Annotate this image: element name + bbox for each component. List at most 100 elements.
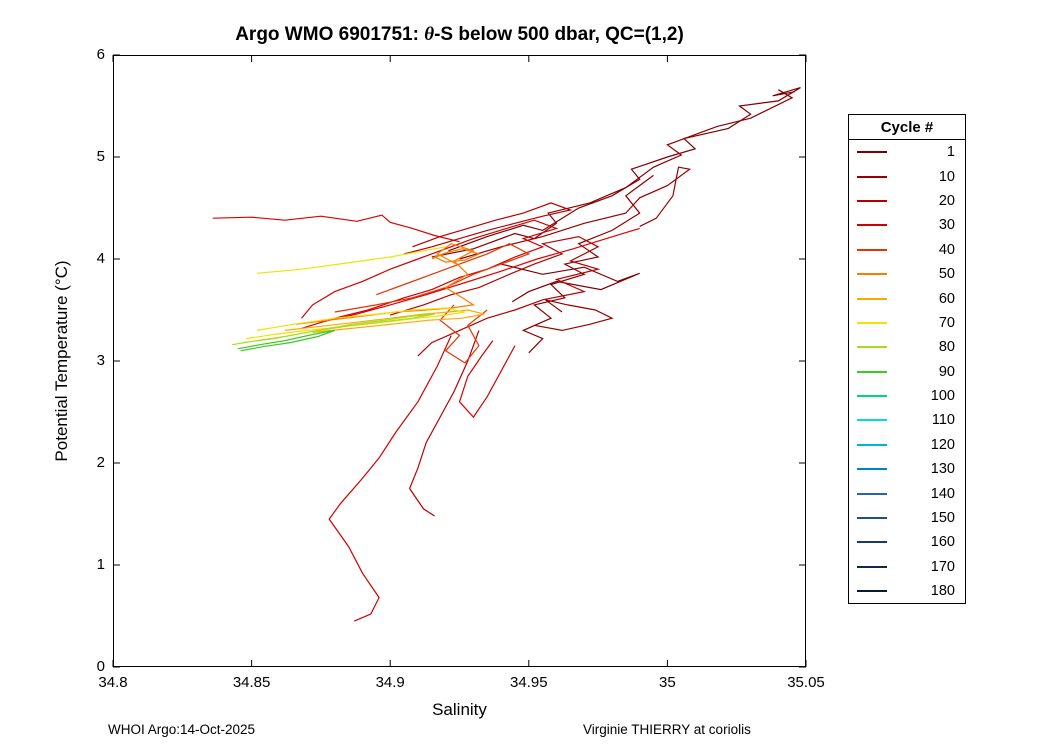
legend-entry: 10	[849, 164, 965, 188]
series-cycles-20-30-deep-tail-b	[408, 330, 480, 517]
legend-line-sample	[857, 541, 887, 544]
legend-entry: 150	[849, 506, 965, 530]
legend-line-sample	[857, 151, 887, 154]
legend-entries: 1 10 20 30 40 50 60 70 80 90 100 110 120 130 140 150 160…	[849, 140, 965, 603]
legend-entry-label: 90	[938, 363, 955, 380]
legend-title: Cycle #	[849, 115, 965, 140]
legend: Cycle # 1 10 20 30 40 50 60 70 80 90 100 110 120 130 1…	[848, 114, 966, 605]
series-cycles-60-band	[284, 309, 485, 333]
series-cycles-1-10-diagonal-b	[431, 89, 794, 258]
legend-entry-label: 150	[930, 510, 955, 527]
legend-entry-label: 80	[938, 339, 955, 356]
y-tick-label: 5	[96, 148, 105, 165]
footer-left-text: WHOI Argo:14-Oct-2025	[108, 722, 256, 737]
legend-entry-label: 180	[930, 583, 955, 600]
legend-entry: 160	[849, 530, 965, 554]
series-cycles-20-30-upper-zigzag	[403, 202, 573, 255]
series-cycles-70-band	[246, 307, 466, 340]
legend-entry: 50	[849, 262, 965, 286]
series-cycles-70-upper-strand	[257, 246, 446, 274]
series-cycles-1-10-tangle	[521, 174, 654, 354]
legend-line-sample	[857, 419, 887, 422]
title-prefix: Argo WMO 6901751:	[235, 24, 425, 45]
legend-entry: 100	[849, 384, 965, 408]
legend-entry: 140	[849, 481, 965, 505]
series-cycles-20-30-deep-tail	[328, 335, 452, 622]
y-tick-label: 0	[96, 658, 105, 675]
plot-title: Argo WMO 6901751: θ-S below 500 dbar, QC…	[113, 24, 806, 46]
title-theta: θ	[424, 24, 435, 45]
legend-entry-label: 100	[930, 388, 955, 405]
legend-line-sample	[857, 370, 887, 373]
legend-entry-label: 60	[938, 290, 955, 307]
series-cycles-20-30-tangle-b	[390, 235, 601, 357]
legend-entry-label: 30	[938, 217, 955, 234]
x-tick-label: 34.8	[98, 674, 128, 691]
legend-entry: 180	[849, 579, 965, 603]
legend-entry-label: 170	[930, 558, 955, 575]
legend-entry-label: 1	[946, 144, 955, 161]
x-axis-label: Salinity	[432, 700, 487, 719]
legend-line-sample	[857, 443, 887, 446]
y-tick-label: 4	[96, 250, 105, 267]
series-cycles-80-band	[232, 313, 435, 346]
legend-entry-label: 120	[930, 436, 955, 453]
series-cycles-20-30-horizontal	[212, 214, 460, 243]
legend-line-sample	[857, 346, 887, 349]
legend-line-sample	[857, 395, 887, 398]
theta-s-plot	[112, 54, 807, 668]
legend-entry-label: 160	[930, 534, 955, 551]
legend-entry: 30	[849, 213, 965, 237]
legend-line-sample	[857, 468, 887, 471]
series-cycles-20-30-tangle-a	[301, 219, 559, 329]
legend-entry: 20	[849, 189, 965, 213]
legend-line-sample	[857, 565, 887, 568]
x-tick-label: 35	[659, 674, 676, 691]
series-cycles-50-loops	[431, 248, 481, 263]
legend-line-sample	[857, 590, 887, 593]
axes-box	[113, 55, 806, 667]
y-tick-label: 6	[96, 46, 105, 63]
legend-line-sample	[857, 321, 887, 324]
legend-entry-label: 70	[938, 314, 955, 331]
y-tick-label: 3	[96, 352, 105, 369]
series-cycles-20-30-strand-right	[320, 227, 640, 323]
legend-entry-label: 130	[930, 461, 955, 478]
legend-line-sample	[857, 297, 887, 300]
series-cycles-40-wiggle	[439, 304, 488, 364]
title-suffix: -S below 500 dbar, QC=(1,2)	[434, 24, 684, 45]
legend-entry-label: 20	[938, 192, 955, 209]
legend-entry: 170	[849, 555, 965, 579]
x-tick-label: 34.95	[510, 674, 548, 691]
legend-entry: 130	[849, 457, 965, 481]
legend-line-sample	[857, 248, 887, 251]
legend-line-sample	[857, 224, 887, 227]
legend-line-sample	[857, 273, 887, 276]
legend-entry: 80	[849, 335, 965, 359]
series-cycles-20-30-mid-branch	[458, 340, 516, 419]
legend-entry-label: 40	[938, 241, 955, 258]
x-tick-label: 34.9	[375, 674, 405, 691]
footer-right-text: Virginie THIERRY at coriolis	[583, 722, 751, 737]
legend-line-sample	[857, 175, 887, 178]
legend-entry: 40	[849, 238, 965, 262]
legend-entry: 90	[849, 360, 965, 384]
legend-entry-label: 110	[931, 412, 955, 429]
y-tick-label: 2	[96, 454, 105, 471]
legend-entry-label: 50	[938, 266, 955, 283]
series-cycles-1-10-diagonal-a	[448, 87, 801, 252]
legend-line-sample	[857, 199, 887, 202]
legend-entry: 1	[849, 140, 965, 164]
x-tick-label: 34.85	[232, 674, 271, 691]
legend-entry-label: 140	[930, 485, 955, 502]
legend-entry: 120	[849, 433, 965, 457]
legend-entry: 110	[849, 408, 965, 432]
series-cycles-40-band	[334, 243, 531, 313]
legend-entry: 60	[849, 286, 965, 310]
legend-line-sample	[857, 517, 887, 520]
series-cycles-1-10-diagonal-c	[459, 166, 692, 260]
legend-entry-label: 10	[938, 168, 955, 185]
series-cycles-1-10-right-spur	[534, 299, 614, 332]
series-cycles-90-squiggle	[237, 329, 336, 352]
